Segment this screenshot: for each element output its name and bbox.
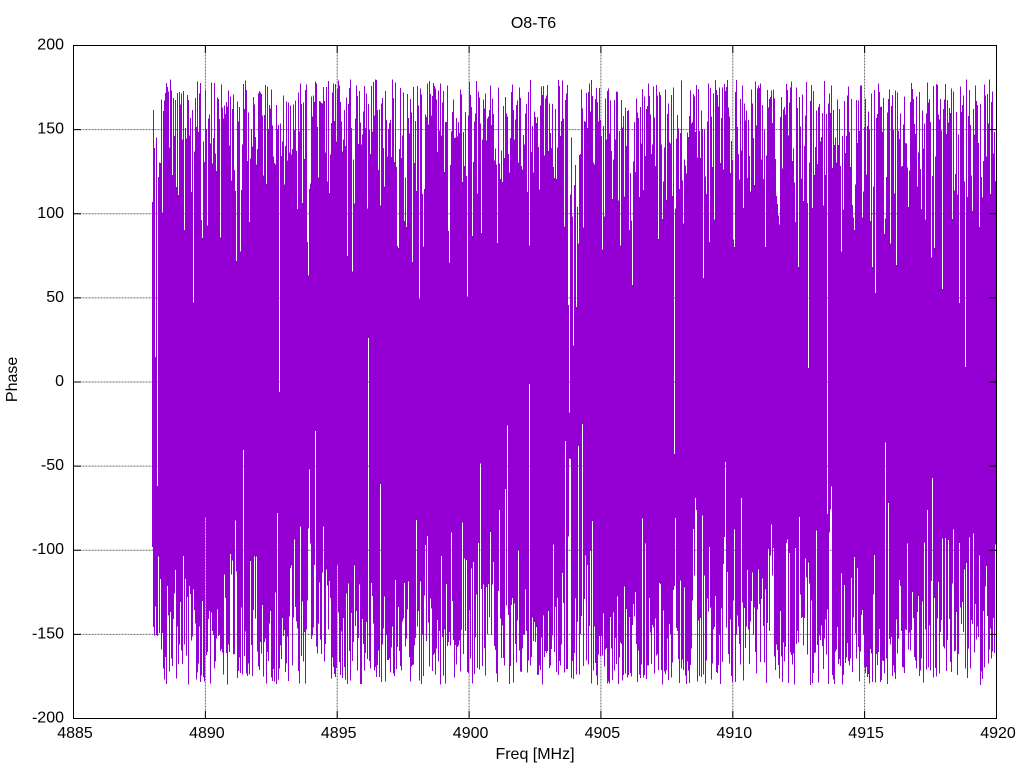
svg-text:4885: 4885 <box>57 725 93 742</box>
svg-text:100: 100 <box>37 205 64 222</box>
svg-text:Freq [MHz]: Freq [MHz] <box>495 746 574 763</box>
svg-text:50: 50 <box>46 289 64 306</box>
svg-text:-100: -100 <box>32 541 64 558</box>
svg-text:4910: 4910 <box>717 725 753 742</box>
svg-text:200: 200 <box>37 37 64 54</box>
svg-text:Phase: Phase <box>4 357 21 402</box>
svg-text:4900: 4900 <box>453 725 489 742</box>
svg-text:4895: 4895 <box>321 725 357 742</box>
svg-text:4920: 4920 <box>980 725 1016 742</box>
svg-text:4905: 4905 <box>585 725 621 742</box>
svg-text:-50: -50 <box>41 457 64 474</box>
svg-text:4890: 4890 <box>189 725 225 742</box>
svg-text:O8-T6: O8-T6 <box>511 15 556 32</box>
svg-text:-150: -150 <box>32 625 64 642</box>
svg-text:-200: -200 <box>32 710 64 727</box>
svg-text:150: 150 <box>37 121 64 138</box>
svg-text:4915: 4915 <box>848 725 884 742</box>
svg-text:0: 0 <box>55 373 64 390</box>
